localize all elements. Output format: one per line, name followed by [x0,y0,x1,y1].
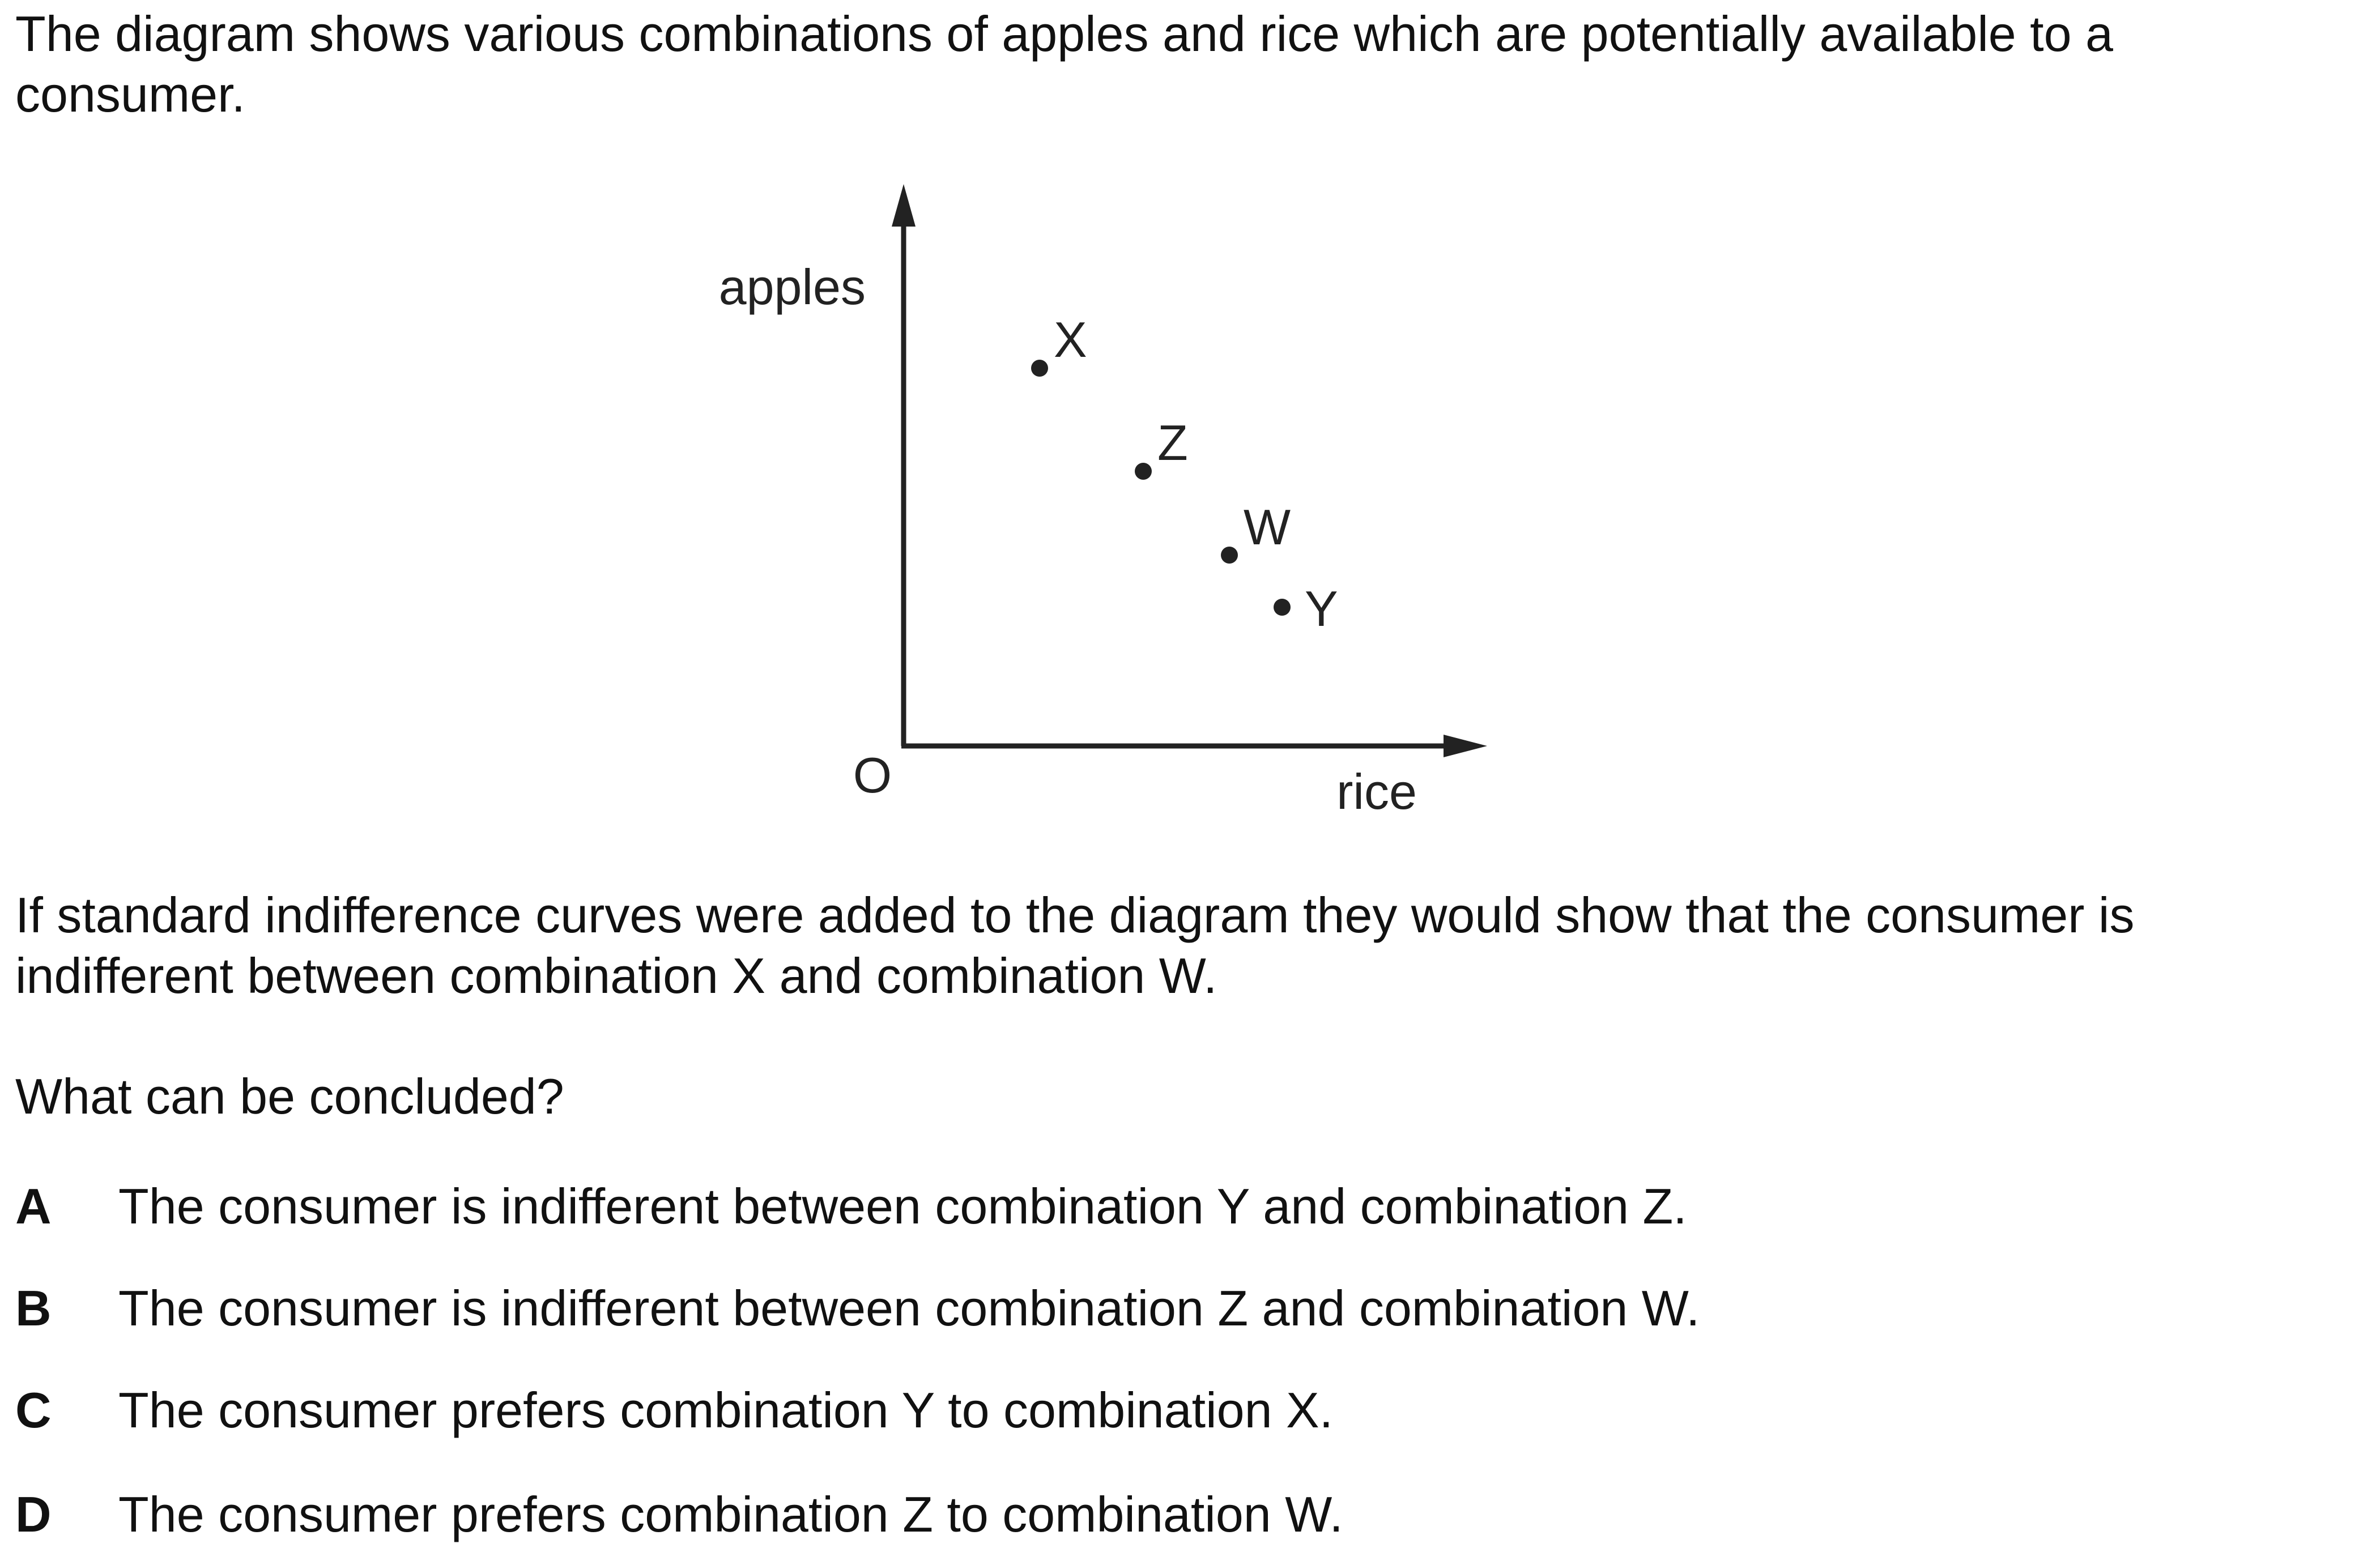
option-text: The consumer is indifferent between comb… [118,1178,1687,1234]
point-w-marker [1221,547,1238,564]
point-y-marker [1274,599,1291,616]
option-letter: D [15,1486,52,1542]
point-w-label: W [1244,499,1291,555]
y-axis-arrowhead [892,184,916,227]
question-text: What can be concluded? [15,1068,564,1124]
setup-line-2: indifferent between combination X and co… [15,948,1217,1004]
intro-text: The diagram shows various combinations o… [15,3,2113,125]
intro-line-2: consumer. [15,66,245,122]
option-text: The consumer is indifferent between comb… [118,1280,1700,1336]
point-z-label: Z [1157,415,1188,471]
origin-label: O [853,747,892,803]
option-text: The consumer prefers combination Y to co… [118,1382,1334,1438]
x-axis-label: rice [1336,764,1417,820]
point-z-marker [1135,463,1152,480]
point-x-label: X [1054,312,1087,368]
option-text: The consumer prefers combination Z to co… [118,1486,1343,1542]
option-letter: B [15,1280,52,1336]
option-letter: C [15,1382,52,1438]
point-x-marker [1031,360,1048,377]
point-y-label: Y [1305,581,1338,637]
option-letter: A [15,1178,52,1234]
setup-text: If standard indifference curves were add… [15,885,2134,1006]
intro-line-1: The diagram shows various combinations o… [15,6,2113,62]
setup-line-1: If standard indifference curves were add… [15,887,2135,943]
x-axis-arrowhead [1444,735,1487,757]
y-axis-label: apples [719,259,866,315]
diagram: apples rice O X Z W Y [719,184,1487,820]
